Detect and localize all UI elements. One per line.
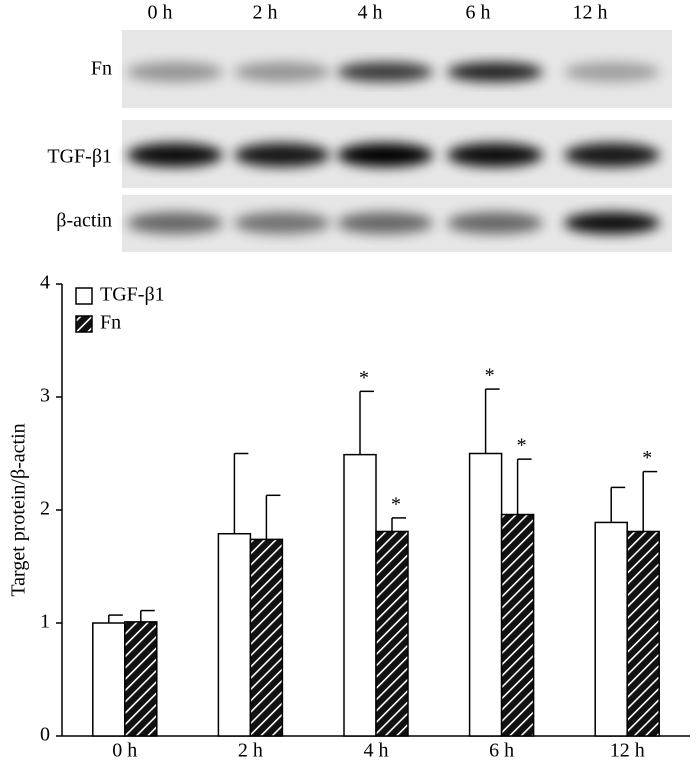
- band: [234, 212, 330, 234]
- band: [234, 143, 330, 167]
- significance-mark: *: [359, 367, 369, 389]
- significance-mark: *: [517, 435, 527, 457]
- x-tick-label: 6 h: [489, 740, 514, 762]
- band: [447, 212, 543, 234]
- band: [337, 143, 433, 167]
- y-tick-label: 3: [40, 385, 50, 407]
- bar: [500, 513, 535, 737]
- y-tick-label: 0: [40, 724, 50, 746]
- bar: [594, 521, 628, 737]
- band: [564, 62, 660, 82]
- y-tick-label: 2: [40, 498, 50, 520]
- x-tick-label: 0 h: [112, 740, 137, 762]
- band: [234, 62, 330, 82]
- band: [127, 143, 223, 167]
- band: [127, 212, 223, 234]
- bar: [92, 622, 126, 737]
- bar: [626, 530, 660, 737]
- legend-label: Fn: [100, 312, 121, 334]
- y-tick-label: 1: [40, 611, 50, 633]
- legend-swatch: [75, 315, 93, 333]
- y-tick-label: 4: [40, 272, 50, 294]
- row-label: TGF-β1: [47, 146, 112, 168]
- x-tick-label: 2 h: [238, 740, 263, 762]
- band: [127, 62, 223, 82]
- lane-label: 12 h: [573, 2, 608, 24]
- lane-label: 6 h: [466, 2, 491, 24]
- significance-mark: *: [485, 365, 495, 387]
- band: [564, 212, 660, 234]
- y-axis-label: Target protein/β-actin: [8, 423, 30, 596]
- band: [447, 143, 543, 167]
- significance-mark: *: [391, 494, 401, 516]
- bar: [375, 530, 409, 737]
- bar: [249, 538, 284, 737]
- lane-label: 0 h: [148, 2, 173, 24]
- western-blot: 0 h 2 h 4 h 6 h 12 h Fn TGF-β1 β-actin: [47, 2, 672, 252]
- bar-chart: 0 1 2 3 4 Target protein/β-actin 0 h 2 h 4 h * * 6 …: [8, 272, 690, 762]
- lane-label: 4 h: [358, 2, 383, 24]
- lane-label: 2 h: [253, 2, 278, 24]
- band: [564, 143, 660, 167]
- x-tick-label: 4 h: [364, 740, 389, 762]
- significance-mark: *: [642, 447, 652, 469]
- band: [337, 62, 433, 82]
- legend-swatch: [75, 287, 93, 305]
- legend-label: TGF-β1: [100, 284, 165, 306]
- bar: [124, 621, 158, 737]
- band: [337, 212, 433, 234]
- band: [447, 62, 543, 82]
- bar: [468, 452, 503, 737]
- bar: [217, 532, 252, 737]
- row-label: Fn: [91, 58, 112, 80]
- row-label: β-actin: [56, 210, 112, 232]
- x-tick-label: 12 h: [610, 740, 645, 762]
- bar: [343, 453, 377, 737]
